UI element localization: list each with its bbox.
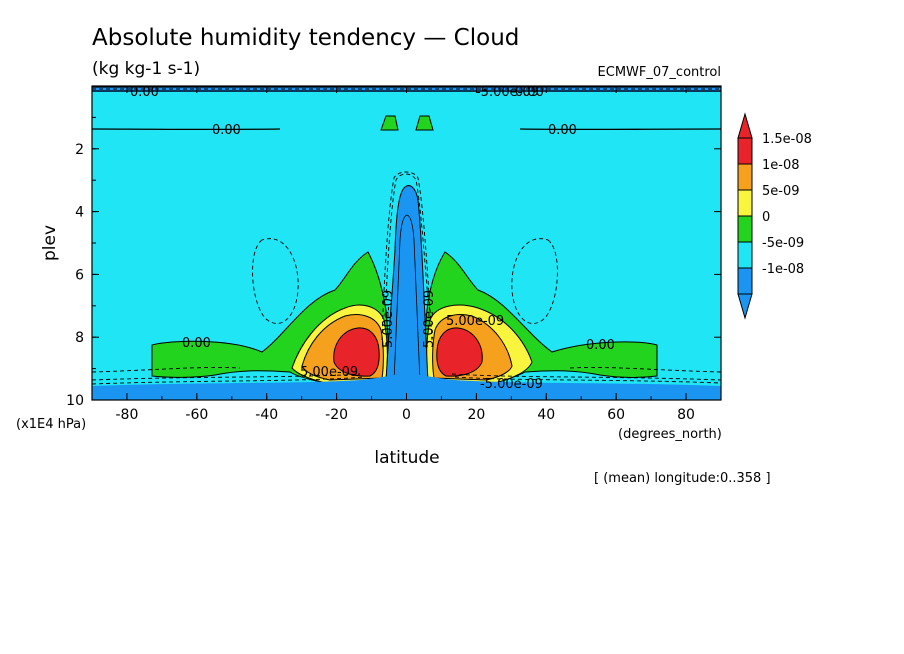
contour-label: 5.00e-09 [422, 290, 437, 348]
region-top-patch-south [380, 115, 399, 131]
colorbar-label: 5e-09 [762, 184, 800, 199]
y-tick-label: 6 [75, 267, 84, 283]
contour-label-group: 0.00 0.00 0.00 0.00 0.00 0.00 5.00e-09 5… [130, 85, 615, 392]
region-1.5e-08-north [436, 327, 483, 377]
x-tick-label: -40 [255, 407, 278, 423]
region-1.5e-08-south [333, 327, 380, 377]
x-axis-units: (degrees_north) [618, 427, 722, 442]
x-tick-label: 0 [402, 407, 411, 423]
contour-label: 0.00 [515, 85, 544, 100]
y-axis-label: plev [40, 225, 60, 261]
contour-label: -5.00e-09 [476, 85, 539, 100]
colorbar-box [737, 267, 753, 295]
experiment-label: ECMWF_07_control [598, 65, 721, 80]
contour-label: 5.00e-09 [381, 290, 396, 348]
colorbar-box [737, 241, 753, 269]
colorbar-label: -5e-09 [762, 236, 804, 251]
colorbar-top-triangle [737, 112, 753, 139]
colorbar-box [737, 163, 753, 191]
contour-label: 0.00 [182, 336, 211, 351]
plot-area [92, 86, 721, 400]
y-axis-units: (x1E4 hPa) [16, 417, 86, 432]
colorbar-label: 1.5e-08 [762, 132, 812, 147]
y-tick-label: 10 [66, 393, 84, 409]
colorbar-label: 0 [762, 210, 770, 225]
x-tick-label: 80 [677, 407, 695, 423]
colorbar-label: -1e-08 [762, 262, 804, 277]
contour-label: 5.00e-09 [300, 365, 358, 380]
y-tick-label: 8 [75, 330, 84, 346]
colorbar-box [737, 189, 753, 217]
chart-title: Absolute humidity tendency — Cloud [92, 25, 519, 51]
x-axis-label: latitude [374, 448, 439, 468]
y-tick-label: 2 [75, 142, 84, 158]
contour-label: 0.00 [130, 85, 159, 100]
colorbar: 1.5e-08 1e-08 5e-09 0 -5e-09 -1e-08 [737, 112, 812, 320]
chart-units: (kg kg-1 s-1) [92, 59, 200, 79]
mean-note: [ (mean) longitude:0..358 ] [594, 471, 771, 486]
contour-label: 5.00e-09 [446, 314, 504, 329]
colorbar-box [737, 137, 753, 165]
colorbar-label: 1e-08 [762, 158, 800, 173]
contour-label: 0.00 [212, 123, 241, 138]
contour-label: -5.00e-09 [480, 377, 543, 392]
colorbar-box [737, 215, 753, 243]
region-top-patch-north [415, 115, 434, 131]
region-surface-band [92, 372, 721, 400]
x-tick-label: 20 [467, 407, 485, 423]
x-tick-label: -80 [116, 407, 139, 423]
colorbar-bottom-triangle [737, 293, 753, 320]
x-tick-label: 40 [537, 407, 555, 423]
region-negative-plume-core [393, 214, 421, 383]
x-tick-label: -20 [325, 407, 348, 423]
contour-label: 0.00 [586, 338, 615, 353]
x-axis: -80 -60 -40 -20 0 20 40 60 80 [91, 86, 722, 423]
y-tick-label: 4 [75, 205, 84, 221]
x-tick-label: -60 [185, 407, 208, 423]
x-tick-label: 60 [607, 407, 625, 423]
contour-label: 0.00 [548, 123, 577, 138]
y-axis: 2 4 6 8 10 [66, 116, 721, 409]
negative-contours [92, 88, 721, 385]
